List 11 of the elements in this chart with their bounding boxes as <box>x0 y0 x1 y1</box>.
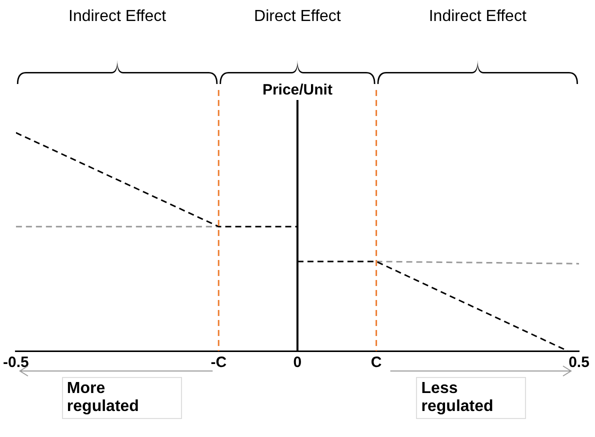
text: Indirect Effect <box>428 8 528 26</box>
text: Direct Effect <box>253 8 342 26</box>
y-axis-title: Price/Unit <box>262 82 332 99</box>
x-tick-label: C <box>370 354 382 372</box>
x-tick-label: -0.5 <box>2 354 29 372</box>
x-tick-label: -C <box>210 354 227 372</box>
x-tick-label: 0 <box>293 354 302 372</box>
x-tick-label: 0.5 <box>568 354 590 372</box>
text: Less regulated <box>416 377 526 419</box>
text: Indirect Effect <box>68 8 168 26</box>
text: More regulated <box>62 377 182 419</box>
